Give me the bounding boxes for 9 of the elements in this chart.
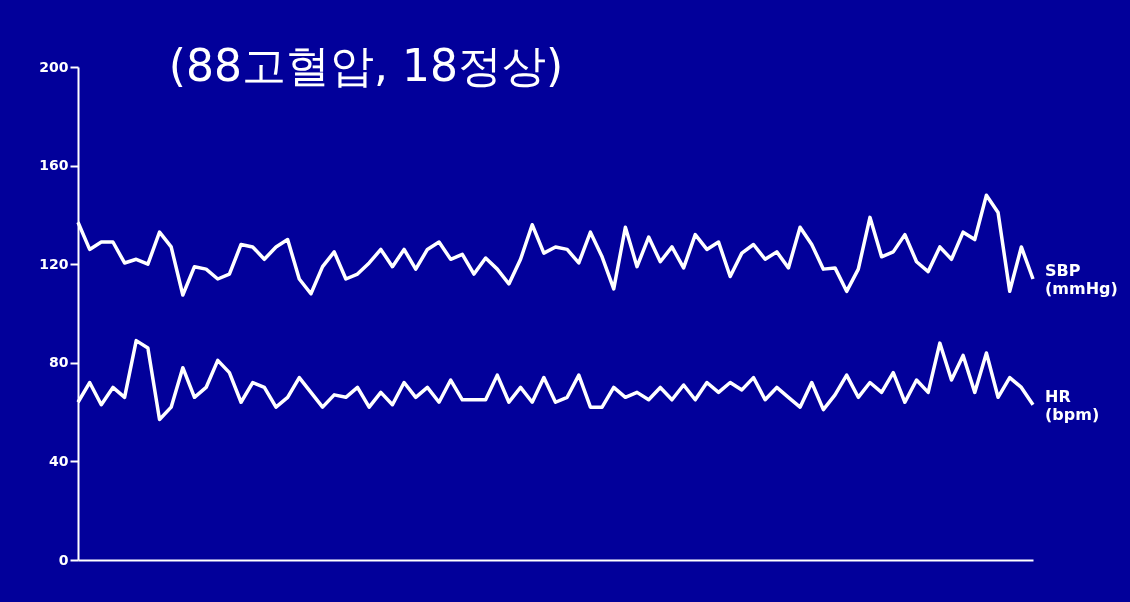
y-tick-label: 40 xyxy=(49,452,69,469)
series-label: SBP (mmHg) xyxy=(1045,260,1118,298)
y-tick-label: 0 xyxy=(58,551,69,568)
chart-title: (88고혈압, 18정상) xyxy=(168,40,564,91)
series-label: HR (bpm) xyxy=(1045,386,1100,424)
y-tick-label: 200 xyxy=(39,58,69,75)
y-tick-label: 80 xyxy=(49,354,69,371)
y-tick-label: 120 xyxy=(39,255,69,272)
y-tick-label: 160 xyxy=(39,157,69,174)
